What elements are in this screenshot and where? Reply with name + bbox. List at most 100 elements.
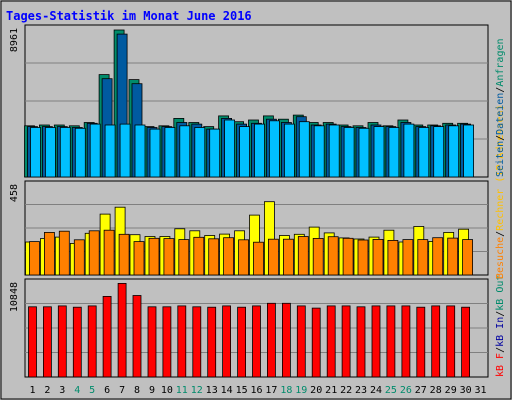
bar-visits-rechner-24 bbox=[372, 238, 384, 276]
bar-traffic-kb-f-20 bbox=[311, 307, 321, 378]
bar-visits-rechner-5 bbox=[88, 230, 100, 276]
legend-traffic-part-1: / bbox=[495, 347, 506, 353]
x-tick-label-22: 22 bbox=[340, 385, 352, 396]
legend-requests-part-0: Seiten bbox=[495, 141, 506, 177]
bar-traffic-kb-f-23 bbox=[356, 306, 366, 378]
bar-requests-seiten-30 bbox=[463, 124, 475, 178]
x-tick-label-24: 24 bbox=[370, 385, 382, 396]
bar-visits-rechner-28 bbox=[432, 237, 444, 276]
ymax-label-visits: 458 bbox=[9, 184, 20, 202]
bar-requests-seiten-21 bbox=[328, 124, 340, 178]
x-tick-label-11: 11 bbox=[176, 385, 188, 396]
bar-requests-seiten-4 bbox=[74, 127, 86, 178]
legend-requests-part-2: Dateien bbox=[495, 93, 506, 135]
bar-traffic-kb-f-10 bbox=[162, 306, 172, 378]
bar-visits-rechner-4 bbox=[73, 239, 85, 276]
x-tick-label-10: 10 bbox=[161, 385, 173, 396]
bar-visits-rechner-3 bbox=[58, 230, 70, 276]
x-tick-label-1: 1 bbox=[29, 385, 35, 396]
bar-requests-seiten-17 bbox=[268, 120, 280, 178]
x-tick-label-29: 29 bbox=[445, 385, 457, 396]
legend-traffic-part-2: kB In bbox=[495, 317, 506, 347]
bar-visits-rechner-20 bbox=[312, 237, 324, 276]
bar-visits-rechner-22 bbox=[342, 237, 354, 276]
bar-requests-seiten-22 bbox=[343, 127, 355, 178]
bar-visits-rechner-14 bbox=[223, 237, 235, 276]
bar-traffic-kb-f-1 bbox=[28, 306, 37, 378]
ymax-label-traffic: 10848 bbox=[9, 282, 20, 312]
chart-title: Tages-Statistik im Monat June 2016 bbox=[6, 9, 252, 23]
x-tick-label-16: 16 bbox=[250, 385, 262, 396]
bar-traffic-kb-f-18 bbox=[281, 302, 291, 378]
x-tick-label-5: 5 bbox=[89, 385, 95, 396]
bar-visits-rechner-11 bbox=[178, 239, 190, 276]
bar-visits-rechner-21 bbox=[327, 236, 339, 276]
x-tick-label-18: 18 bbox=[280, 385, 292, 396]
bar-requests-seiten-20 bbox=[313, 125, 325, 178]
bar-visits-rechner-13 bbox=[208, 238, 220, 276]
bar-requests-seiten-16 bbox=[254, 123, 265, 178]
bar-traffic-kb-f-26 bbox=[401, 305, 411, 378]
bar-traffic-kb-f-13 bbox=[207, 306, 217, 378]
legend-traffic: kB F/kB In/kB Out bbox=[495, 275, 506, 377]
bar-visits-rechner-10 bbox=[163, 238, 175, 276]
x-tick-label-23: 23 bbox=[355, 385, 367, 396]
bar-traffic-kb-f-28 bbox=[431, 305, 441, 378]
bar-visits-rechner-18 bbox=[282, 238, 294, 276]
bar-visits-rechner-9 bbox=[148, 237, 160, 276]
bar-traffic-kb-f-12 bbox=[192, 306, 202, 378]
bar-requests-seiten-23 bbox=[358, 127, 370, 178]
bar-traffic-kb-f-9 bbox=[147, 306, 157, 378]
bar-visits-rechner-16 bbox=[253, 241, 264, 276]
x-tick-label-20: 20 bbox=[310, 385, 322, 396]
ymax-label-requests: 8961 bbox=[9, 28, 20, 52]
bar-visits-rechner-23 bbox=[357, 239, 369, 276]
legend-traffic-part-4: kB Out bbox=[495, 275, 506, 311]
x-tick-label-9: 9 bbox=[149, 385, 155, 396]
bar-requests-seiten-29 bbox=[448, 125, 460, 178]
bar-traffic-kb-f-19 bbox=[296, 305, 306, 378]
x-tick-label-6: 6 bbox=[104, 385, 110, 396]
x-tick-label-2: 2 bbox=[44, 385, 50, 396]
bar-requests-seiten-25 bbox=[388, 127, 400, 178]
x-tick-label-7: 7 bbox=[119, 385, 125, 396]
legend-requests: Seiten/Dateien/Anfragen bbox=[495, 38, 506, 177]
bar-requests-seiten-27 bbox=[418, 127, 430, 178]
bar-visits-rechner-19 bbox=[297, 236, 309, 276]
bar-requests-seiten-18 bbox=[283, 123, 295, 178]
bar-traffic-kb-f-29 bbox=[446, 305, 456, 378]
bar-traffic-kb-f-2 bbox=[43, 306, 52, 378]
bar-requests-seiten-10 bbox=[164, 127, 176, 178]
x-tick-label-13: 13 bbox=[206, 385, 218, 396]
legend-visits-part-0: Besuche bbox=[495, 237, 506, 279]
x-tick-label-19: 19 bbox=[295, 385, 307, 396]
bar-traffic-kb-f-24 bbox=[371, 305, 381, 378]
x-tick-label-27: 27 bbox=[415, 385, 427, 396]
bar-requests-seiten-26 bbox=[403, 123, 415, 178]
legend-traffic-part-3: / bbox=[495, 311, 506, 317]
bar-traffic-kb-f-7 bbox=[117, 282, 127, 378]
bar-requests-seiten-24 bbox=[373, 126, 385, 178]
bar-visits-rechner-12 bbox=[193, 236, 205, 276]
bar-visits-rechner-2 bbox=[44, 231, 55, 276]
x-tick-label-17: 17 bbox=[265, 385, 277, 396]
bar-traffic-kb-f-6 bbox=[102, 295, 112, 378]
x-tick-label-15: 15 bbox=[236, 385, 248, 396]
x-tick-label-30: 30 bbox=[460, 385, 472, 396]
bar-traffic-kb-f-14 bbox=[222, 305, 232, 378]
bar-requests-seiten-9 bbox=[149, 128, 161, 178]
bar-requests-seiten-11 bbox=[179, 125, 191, 178]
bar-visits-rechner-30 bbox=[462, 239, 474, 276]
bar-traffic-kb-f-8 bbox=[132, 295, 142, 378]
bar-traffic-kb-f-15 bbox=[237, 306, 247, 378]
bar-requests-seiten-1 bbox=[30, 127, 41, 178]
x-tick-label-14: 14 bbox=[221, 385, 233, 396]
legend-visits: Besuche/Rechner (IP-Adressen) bbox=[495, 104, 506, 279]
bar-visits-rechner-26 bbox=[402, 239, 414, 276]
bar-requests-seiten-7 bbox=[119, 123, 131, 178]
x-tick-label-4: 4 bbox=[74, 385, 80, 396]
bar-traffic-kb-f-27 bbox=[416, 306, 426, 378]
bar-requests-seiten-3 bbox=[59, 127, 71, 178]
x-tick-label-8: 8 bbox=[134, 385, 140, 396]
